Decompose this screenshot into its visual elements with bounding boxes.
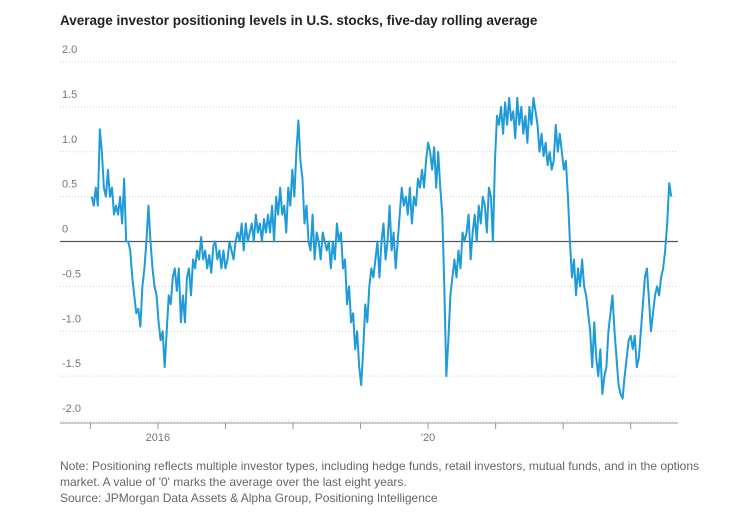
y-tick-label: 2.0 (62, 44, 77, 56)
data-line (90, 96, 673, 400)
x-tick-label: '20 (421, 432, 435, 444)
chart-title: Average investor positioning levels in U… (60, 13, 538, 28)
x-tick-label: 2016 (146, 432, 170, 444)
chart-source: Source: JPMorgan Data Assets & Alpha Gro… (60, 491, 438, 505)
chart-note: Note: Positioning reflects multiple inve… (60, 459, 700, 489)
y-tick-label: -1.5 (62, 358, 81, 370)
y-tick-label: -2.0 (62, 403, 81, 415)
y-tick-label: -0.5 (62, 268, 81, 280)
chart: Average investor positioning levels in U… (60, 13, 678, 444)
y-tick-label: 0.5 (62, 179, 77, 191)
y-tick-label: 1.5 (62, 89, 77, 101)
y-tick-label: -1.0 (62, 313, 81, 325)
y-tick-label: 1.0 (62, 134, 77, 146)
y-tick-label: 0 (62, 224, 68, 236)
